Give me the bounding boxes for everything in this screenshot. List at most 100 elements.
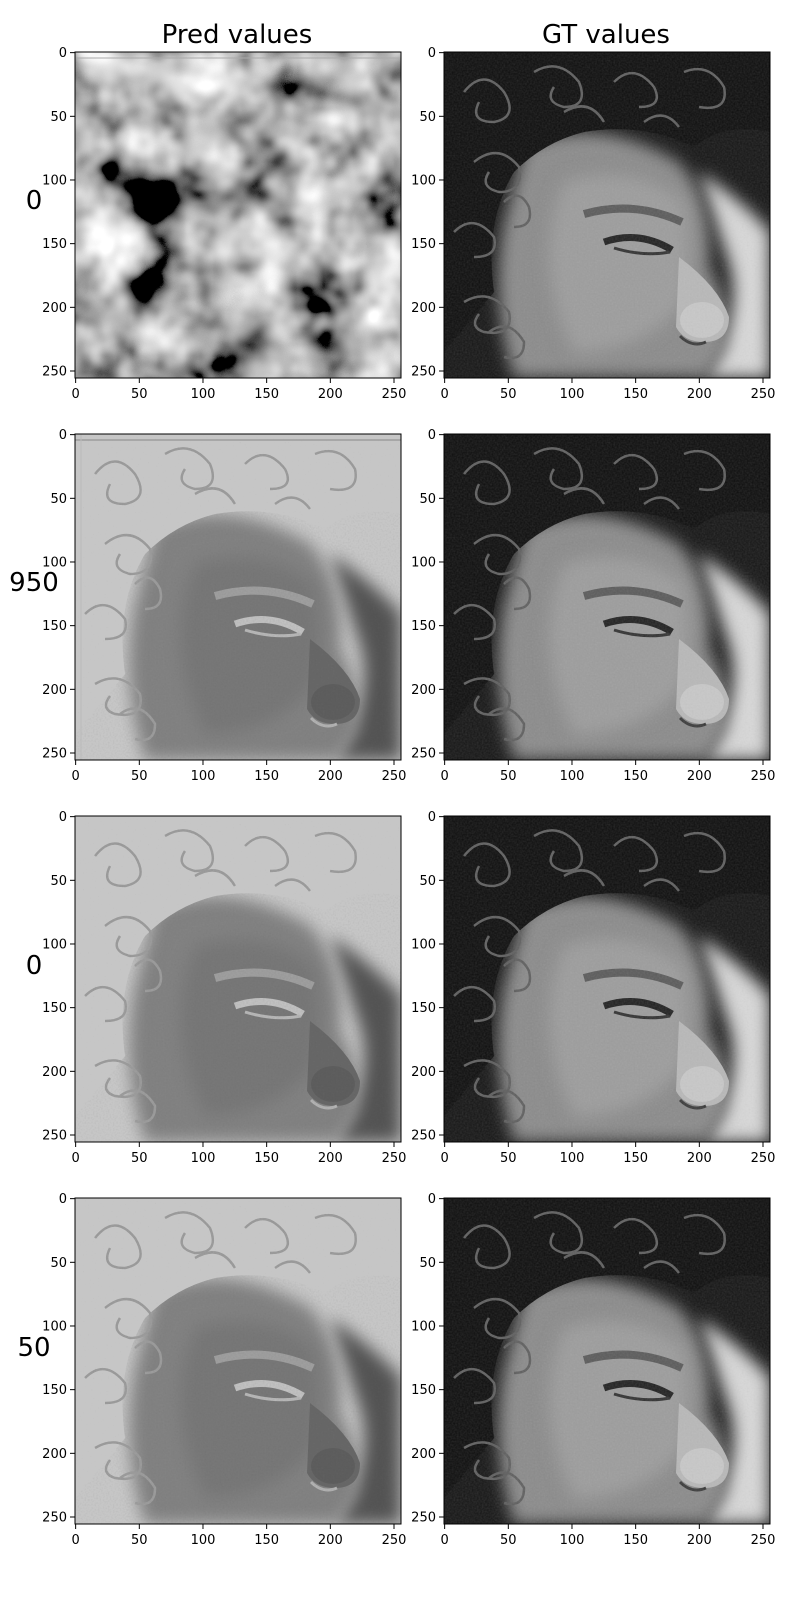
x-tick-label: 50 bbox=[131, 1533, 148, 1548]
x-tick-label: 250 bbox=[382, 1151, 407, 1166]
face-image bbox=[444, 816, 770, 1142]
y-tick-label: 100 bbox=[411, 555, 436, 570]
y-tick-label: 100 bbox=[42, 937, 67, 952]
x-tick-label: 50 bbox=[131, 769, 148, 784]
x-tick-label: 100 bbox=[191, 1533, 216, 1548]
x-tick-label: 100 bbox=[560, 1533, 585, 1548]
y-tick-label: 0 bbox=[59, 46, 67, 61]
y-tick-label: 100 bbox=[42, 173, 67, 188]
y-tick-label: 0 bbox=[428, 1192, 436, 1207]
y-tick-label: 250 bbox=[411, 1510, 436, 1525]
image-panel: 0 50 100 150 200 250 0 50 100 150 200 250 bbox=[411, 46, 775, 402]
x-tick-label: 100 bbox=[191, 387, 216, 402]
x-tick-label: 150 bbox=[254, 769, 279, 784]
x-tick-label: 250 bbox=[382, 387, 407, 402]
x-tick-label: 200 bbox=[318, 387, 343, 402]
y-tick-label: 150 bbox=[411, 1001, 436, 1016]
x-tick-label: 250 bbox=[751, 1151, 776, 1166]
x-tick-label: 100 bbox=[560, 769, 585, 784]
row-label-3: 0 bbox=[26, 951, 43, 981]
y-tick-label: 0 bbox=[428, 810, 436, 825]
y-tick-label: 200 bbox=[411, 1447, 436, 1462]
x-tick-label: 150 bbox=[623, 1151, 648, 1166]
y-tick-label: 50 bbox=[50, 110, 67, 125]
y-tick-label: 50 bbox=[50, 492, 67, 507]
x-tick-label: 0 bbox=[440, 1151, 448, 1166]
y-tick-label: 0 bbox=[59, 428, 67, 443]
y-tick-label: 200 bbox=[42, 1065, 67, 1080]
inverted-face-image bbox=[75, 1198, 401, 1524]
y-tick-label: 100 bbox=[42, 1319, 67, 1334]
x-tick-label: 0 bbox=[440, 387, 448, 402]
x-tick-label: 200 bbox=[687, 387, 712, 402]
x-tick-label: 50 bbox=[131, 1151, 148, 1166]
axes-frame bbox=[443, 433, 771, 761]
y-tick-label: 100 bbox=[411, 937, 436, 952]
y-tick-label: 250 bbox=[411, 1128, 436, 1143]
x-tick-label: 0 bbox=[71, 769, 79, 784]
y-tick-label: 0 bbox=[59, 1192, 67, 1207]
x-tick-label: 150 bbox=[623, 769, 648, 784]
y-tick-label: 100 bbox=[411, 173, 436, 188]
axes-frame bbox=[443, 815, 771, 1143]
x-tick-label: 50 bbox=[500, 1151, 517, 1166]
x-tick-label: 200 bbox=[318, 769, 343, 784]
row-labels: 0 950 0 50 bbox=[9, 186, 59, 1363]
x-tick-label: 200 bbox=[318, 1151, 343, 1166]
x-tick-label: 150 bbox=[623, 1533, 648, 1548]
y-tick-label: 250 bbox=[411, 746, 436, 761]
y-tick-label: 50 bbox=[50, 874, 67, 889]
face-image bbox=[444, 1198, 770, 1524]
noise-image bbox=[75, 52, 401, 378]
inverted-face-image bbox=[75, 434, 401, 760]
y-tick-label: 250 bbox=[42, 1128, 67, 1143]
y-tick-label: 150 bbox=[411, 619, 436, 634]
row-label-1: 0 bbox=[26, 186, 43, 216]
image-panel: 0 50 100 150 200 250 0 50 100 150 200 250 bbox=[411, 1192, 775, 1548]
x-tick-label: 250 bbox=[751, 1533, 776, 1548]
x-tick-label: 0 bbox=[440, 1533, 448, 1548]
y-tick-label: 250 bbox=[42, 364, 67, 379]
row-label-2: 950 bbox=[9, 568, 59, 598]
x-tick-label: 250 bbox=[382, 769, 407, 784]
x-tick-label: 200 bbox=[318, 1533, 343, 1548]
x-tick-label: 150 bbox=[254, 1533, 279, 1548]
y-tick-label: 50 bbox=[419, 492, 436, 507]
axes-frame bbox=[74, 51, 402, 379]
y-tick-label: 50 bbox=[419, 1256, 436, 1271]
inverted-face-image bbox=[75, 816, 401, 1142]
y-tick-label: 200 bbox=[42, 301, 67, 316]
column-title-gt: GT values bbox=[542, 20, 670, 50]
y-tick-label: 150 bbox=[411, 1383, 436, 1398]
y-tick-label: 0 bbox=[428, 46, 436, 61]
axes-frame bbox=[443, 51, 771, 379]
image-panel: 0 50 100 150 200 250 0 50 100 150 200 250 bbox=[411, 428, 775, 784]
x-tick-label: 0 bbox=[440, 769, 448, 784]
image-panel: 0 50 100 150 200 250 0 50 100 150 200 250 bbox=[42, 810, 406, 1166]
x-tick-label: 100 bbox=[560, 387, 585, 402]
x-tick-label: 50 bbox=[131, 387, 148, 402]
y-tick-label: 200 bbox=[42, 683, 67, 698]
column-title-pred: Pred values bbox=[162, 20, 313, 50]
y-tick-label: 250 bbox=[42, 1510, 67, 1525]
image-panel: 0 50 100 150 200 250 0 50 100 150 200 250 bbox=[42, 1192, 406, 1548]
y-tick-label: 250 bbox=[411, 364, 436, 379]
axes-frame bbox=[74, 815, 402, 1143]
image-panel: 0 50 100 150 200 250 0 50 100 150 200 250 bbox=[42, 46, 406, 402]
x-tick-label: 250 bbox=[751, 769, 776, 784]
y-tick-label: 0 bbox=[428, 428, 436, 443]
y-tick-label: 150 bbox=[411, 237, 436, 252]
column-titles: Pred values GT values bbox=[162, 20, 670, 50]
x-tick-label: 150 bbox=[254, 1151, 279, 1166]
y-tick-label: 0 bbox=[59, 810, 67, 825]
y-tick-label: 200 bbox=[411, 1065, 436, 1080]
y-tick-label: 200 bbox=[42, 1447, 67, 1462]
x-tick-label: 150 bbox=[623, 387, 648, 402]
x-tick-label: 50 bbox=[500, 387, 517, 402]
y-tick-label: 150 bbox=[42, 1001, 67, 1016]
face-image bbox=[444, 434, 770, 760]
x-tick-label: 150 bbox=[254, 387, 279, 402]
image-panel: 0 50 100 150 200 250 0 50 100 150 200 250 bbox=[411, 810, 775, 1166]
y-tick-label: 150 bbox=[42, 1383, 67, 1398]
